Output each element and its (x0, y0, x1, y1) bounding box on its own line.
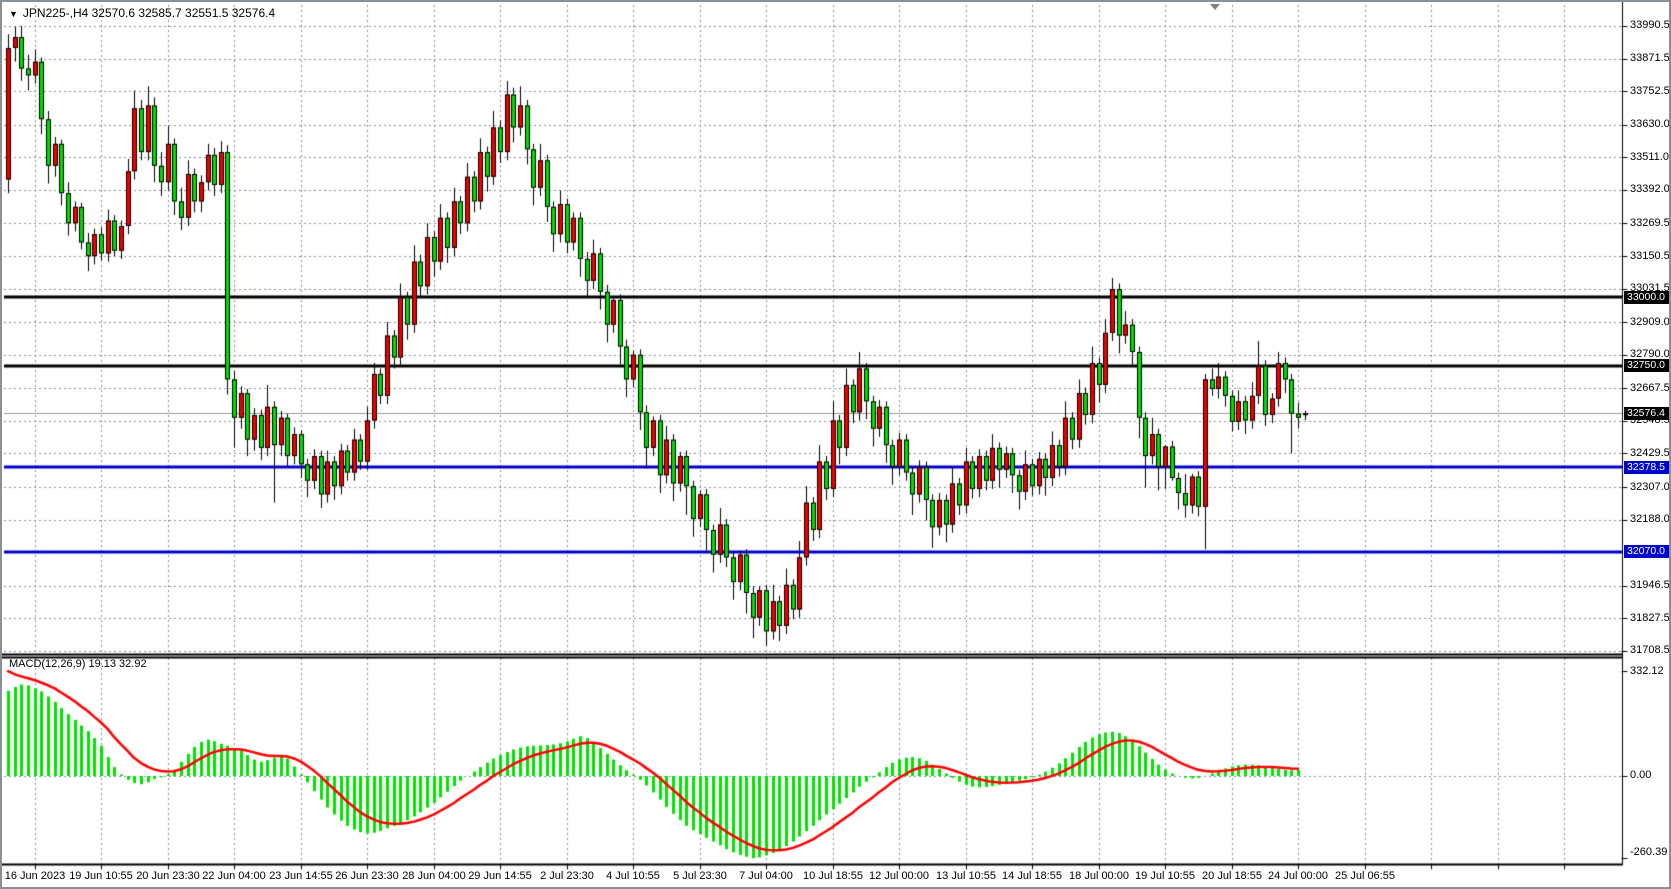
price-axis-label: 33990.5 (1630, 19, 1670, 32)
macd-axis-label: -260.39 (1630, 845, 1668, 858)
symbol-dropdown-icon[interactable]: ▼ (9, 9, 18, 19)
time-axis-label: 23 Jun 14:55 (269, 870, 333, 882)
time-axis-label: 20 Jul 18:55 (1202, 870, 1262, 882)
time-axis-label: 26 Jun 23:30 (335, 870, 399, 882)
price-axis-label: 32667.5 (1630, 381, 1670, 394)
time-axis-label: 4 Jul 10:55 (606, 870, 660, 882)
time-axis-label: 13 Jul 10:55 (936, 870, 996, 882)
price-axis-label: 32307.0 (1630, 480, 1670, 493)
macd-axis-label: 332.12 (1630, 664, 1664, 677)
time-axis-label: 19 Jun 10:55 (69, 870, 133, 882)
price-line-label[interactable]: 32070.0 (1624, 545, 1669, 559)
chart-shift-marker[interactable] (1210, 4, 1220, 10)
macd-axis-label: 0.00 (1630, 769, 1652, 782)
time-axis-label: 28 Jun 04:00 (402, 870, 466, 882)
time-axis-label: 24 Jul 00:00 (1268, 870, 1328, 882)
time-axis-label: 20 Jun 23:30 (136, 870, 200, 882)
price-axis-label: 33511.0 (1630, 150, 1669, 163)
time-axis-label: 25 Jul 06:55 (1335, 870, 1395, 882)
time-axis-label: 29 Jun 14:55 (468, 870, 532, 882)
price-axis-label: 33150.5 (1630, 249, 1670, 262)
price-axis-label: 32429.5 (1630, 446, 1670, 459)
current-price-label: 32576.4 (1624, 406, 1669, 420)
price-axis-label: 33392.0 (1630, 183, 1670, 196)
time-axis-label: 14 Jul 18:55 (1002, 870, 1062, 882)
price-axis-label: 32909.0 (1630, 315, 1670, 328)
time-axis-label: 18 Jul 00:00 (1069, 870, 1129, 882)
price-axis-label: 32790.0 (1630, 348, 1670, 361)
macd-indicator-label: MACD(12,26,9) 19.13 32.92 (9, 658, 147, 670)
price-axis-label: 31946.5 (1630, 579, 1670, 592)
time-axis-label: 12 Jul 00:00 (869, 870, 929, 882)
price-axis-label: 31708.5 (1630, 644, 1670, 657)
price-line-label[interactable]: 33000.0 (1624, 290, 1669, 304)
time-axis-label: 16 Jun 2023 (4, 870, 66, 882)
price-line-label[interactable]: 32378.5 (1624, 460, 1669, 474)
time-axis-label: 19 Jul 10:55 (1135, 870, 1195, 882)
time-axis-label: 5 Jul 23:30 (673, 870, 727, 882)
price-axis-label: 32188.0 (1630, 513, 1670, 526)
price-axis-label: 33752.5 (1630, 84, 1670, 97)
price-axis-label: 33269.5 (1630, 216, 1670, 229)
chart-title: ▼ JPN225-,H4 32570.6 32585.7 32551.5 3257… (9, 6, 275, 20)
chart-title-text: JPN225-,H4 32570.6 32585.7 32551.5 32576… (22, 6, 276, 20)
time-axis-label: 7 Jul 04:00 (739, 870, 793, 882)
time-axis-label: 22 Jun 04:00 (202, 870, 266, 882)
price-axis-label: 33630.0 (1630, 118, 1670, 131)
price-line-label[interactable]: 32750.0 (1624, 359, 1669, 373)
time-axis-label: 2 Jul 23:30 (540, 870, 594, 882)
price-axis-label: 31827.5 (1630, 611, 1670, 624)
price-axis-label: 33871.5 (1630, 52, 1670, 65)
time-axis-label: 10 Jul 18:55 (803, 870, 863, 882)
